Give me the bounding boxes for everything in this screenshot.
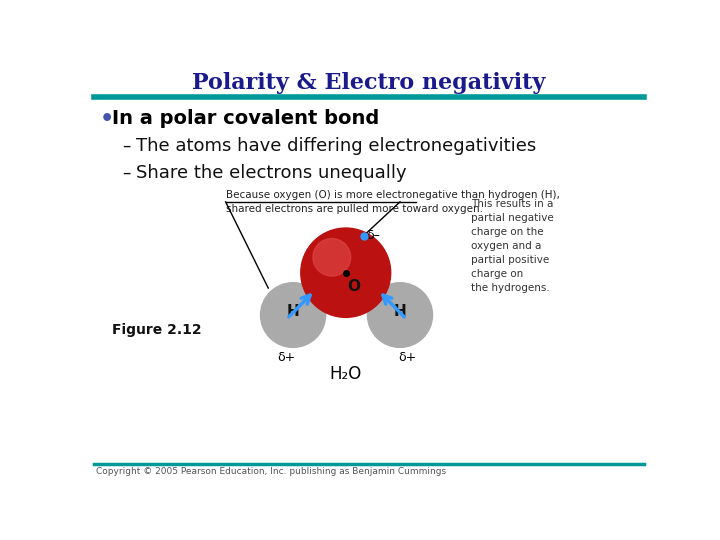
Text: •: • (99, 109, 114, 129)
Text: O: O (347, 279, 360, 294)
Text: –: – (122, 137, 131, 154)
Text: H: H (287, 303, 300, 319)
Text: –: – (122, 164, 131, 181)
Circle shape (313, 239, 351, 276)
Text: Because oxygen (O) is more electronegative than hydrogen (H),
shared electrons a: Because oxygen (O) is more electronegati… (225, 190, 559, 213)
Text: In a polar covalent bond: In a polar covalent bond (112, 109, 379, 128)
Circle shape (301, 228, 391, 318)
Circle shape (261, 283, 325, 347)
Text: Share the electrons unequally: Share the electrons unequally (137, 164, 407, 181)
Text: H₂O: H₂O (330, 366, 362, 383)
Text: δ–: δ– (366, 230, 381, 242)
Text: Polarity & Electro negativity: Polarity & Electro negativity (192, 72, 546, 94)
Text: The atoms have differing electronegativities: The atoms have differing electronegativi… (137, 137, 536, 154)
Text: Copyright © 2005 Pearson Education, Inc. publishing as Benjamin Cummings: Copyright © 2005 Pearson Education, Inc.… (96, 467, 446, 476)
Text: δ+: δ+ (399, 351, 417, 364)
Text: H: H (394, 303, 406, 319)
Text: This results in a
partial negative
charge on the
oxygen and a
partial positive
c: This results in a partial negative charg… (472, 199, 554, 293)
Circle shape (367, 283, 433, 347)
Text: Figure 2.12: Figure 2.12 (112, 323, 202, 338)
Text: δ+: δ+ (278, 351, 296, 364)
